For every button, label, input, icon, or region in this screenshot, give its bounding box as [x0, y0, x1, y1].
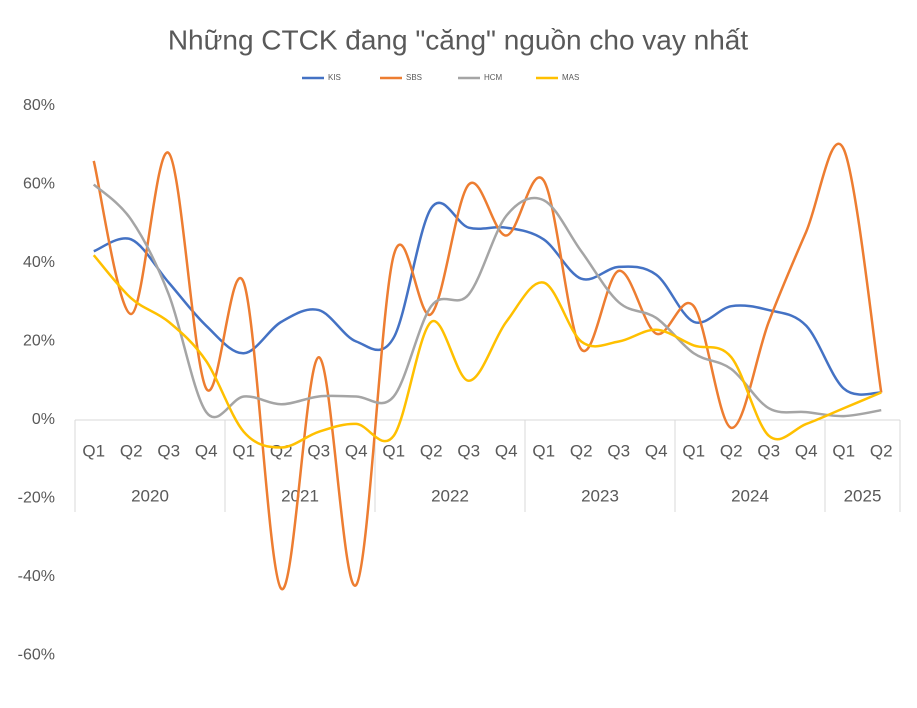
- x-tick-label: Q4: [645, 441, 668, 460]
- x-group-label: 2020: [131, 486, 169, 505]
- x-tick-label: Q4: [345, 441, 368, 460]
- x-tick-label: Q1: [82, 441, 105, 460]
- x-tick-label: Q1: [832, 441, 855, 460]
- x-tick-label: Q4: [795, 441, 818, 460]
- y-tick-label: 20%: [23, 333, 55, 350]
- series-line: [93, 201, 882, 396]
- series-line: [92, 254, 882, 449]
- x-tick-label: Q1: [682, 441, 705, 460]
- y-tick-label: -40%: [18, 568, 55, 585]
- x-tick-label: Q1: [232, 441, 255, 460]
- x-tick-label: Q3: [157, 441, 180, 460]
- x-tick-label: Q3: [607, 441, 630, 460]
- y-tick-label: 0%: [32, 411, 55, 428]
- legend-label: MAS: [562, 73, 579, 82]
- series-line: [92, 183, 882, 419]
- y-tick-label: 40%: [23, 254, 55, 271]
- legend-label: HCM: [484, 73, 503, 82]
- chart-title: Những CTCK đang "căng" nguồn cho vay nhấ…: [168, 24, 749, 55]
- x-tick-label: Q3: [307, 441, 330, 460]
- x-tick-label: Q3: [757, 441, 780, 460]
- y-tick-label: 80%: [23, 97, 55, 114]
- legend-label: KIS: [328, 73, 341, 82]
- x-tick-label: Q2: [120, 441, 143, 460]
- x-tick-label: Q2: [870, 441, 893, 460]
- x-tick-label: Q4: [495, 441, 518, 460]
- x-tick-label: Q2: [570, 441, 593, 460]
- x-tick-label: Q2: [720, 441, 743, 460]
- x-group-label: 2023: [581, 486, 619, 505]
- x-tick-label: Q1: [532, 441, 555, 460]
- y-tick-label: -20%: [18, 490, 55, 507]
- x-group-label: 2025: [844, 486, 882, 505]
- x-tick-label: Q3: [457, 441, 480, 460]
- y-tick-label: 60%: [23, 176, 55, 193]
- x-group-label: 2022: [431, 486, 469, 505]
- legend-label: SBS: [406, 73, 422, 82]
- x-tick-label: Q4: [195, 441, 218, 460]
- x-tick-label: Q2: [420, 441, 443, 460]
- series-line: [92, 142, 883, 591]
- x-group-label: 2021: [281, 486, 319, 505]
- x-tick-label: Q2: [270, 441, 293, 460]
- y-tick-label: -60%: [18, 647, 55, 664]
- x-tick-label: Q1: [382, 441, 405, 460]
- x-group-label: 2024: [731, 486, 769, 505]
